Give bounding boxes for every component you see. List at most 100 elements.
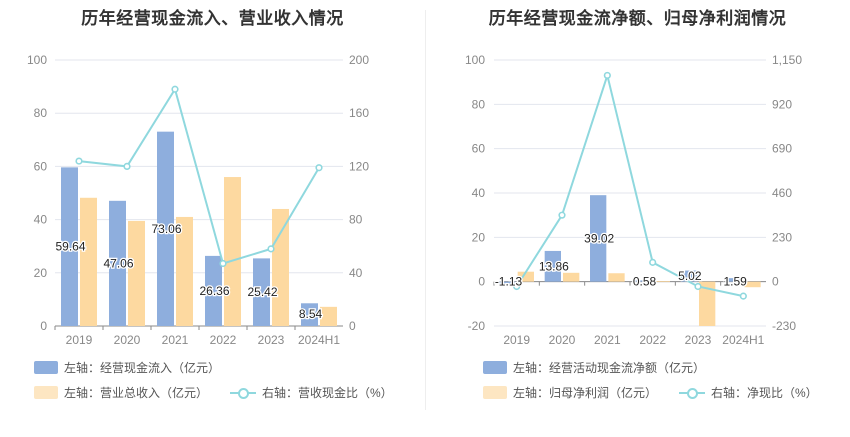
left-axis-tick-label: 80: [472, 97, 486, 111]
panel-divider: [425, 10, 426, 410]
legend-swatch-bar-orange: [483, 386, 507, 399]
legend-item-revenue[interactable]: 左轴：营业总收入（亿元）: [34, 384, 208, 401]
legend-item-net-cash[interactable]: 左轴：经营活动现金流净额（亿元）: [483, 359, 705, 376]
right-axis-tick-label: 120: [349, 159, 369, 173]
bar-2-series-1: [590, 195, 607, 282]
x-axis-tick-label: 2019: [66, 333, 93, 345]
data-label-3: 0.58: [633, 275, 657, 289]
ratio-point-0: [75, 157, 83, 165]
ratio-point-5: [315, 164, 323, 172]
bar-1-series-1: [544, 250, 561, 282]
bar-0-series-1: [61, 167, 78, 326]
legend-label: 左轴：经营活动现金流净额（亿元）: [513, 361, 706, 375]
x-axis-tick-label: 2024H1: [722, 333, 764, 345]
data-label-0: -1.13: [495, 275, 523, 289]
legend-item-cash-inflow[interactable]: 左轴：经营现金流入（亿元）: [34, 359, 220, 376]
legend-item-net-cash-ratio[interactable]: 右轴：净现比（%）: [679, 384, 818, 401]
left-axis-tick-label: 40: [34, 213, 48, 227]
legend-row-2: 左轴：营业总收入（亿元） 右轴：营收现金比（%）: [34, 384, 415, 401]
right-axis-tick-label: 1,150: [772, 53, 802, 67]
bar-2-series-2: [176, 216, 193, 326]
legend-swatch-bar-blue: [34, 361, 58, 374]
right-axis-tick-label: 230: [772, 230, 792, 244]
data-label-4: 5.02: [678, 269, 702, 283]
chart-panel-cash-inflow: 历年经营现金流入、营业收入情况 0 0 20 40 40 80 60 120 80 160 100 2…: [27, 9, 415, 401]
bar-3-series-1: [205, 255, 222, 326]
ratio-point-0: [513, 282, 521, 291]
ratio-line: [515, 71, 744, 298]
ratio-point-4: [267, 245, 275, 253]
legend-swatch-bar-orange: [34, 386, 58, 399]
bar-1-series-1: [109, 200, 126, 326]
left-axis-tick-label: 100: [27, 53, 47, 67]
x-axis-tick-label: 2021: [162, 333, 189, 345]
left-axis-tick-label: 60: [472, 142, 486, 156]
data-label-4: 25.42: [247, 285, 277, 299]
bar-3-series-2: [653, 281, 670, 282]
legend-item-ratio[interactable]: 右轴：营收现金比（%）: [230, 384, 393, 401]
legend-swatch-bar-blue: [483, 361, 507, 374]
ratio-point-3: [219, 259, 227, 268]
bar-5-series-1: [726, 278, 743, 282]
left-axis-tick-label: 0: [478, 275, 485, 289]
bar-5-series-2: [744, 281, 761, 288]
chart-panel-net-cash: 历年经营现金流净额、归母净利润情况 -20 -230 0 0 20 230 40 460 60 6…: [425, 0, 850, 437]
bar-4-series-2: [699, 281, 716, 326]
legend-label: 右轴：净现比（%）: [711, 386, 818, 400]
x-axis-tick-label: 2022: [639, 333, 666, 345]
bar-3-series-2: [224, 177, 241, 326]
legend-item-net-profit[interactable]: 左轴：归母净利润（亿元）: [483, 384, 657, 401]
bar-2-series-1: [157, 131, 174, 326]
x-axis-tick-label: 2023: [685, 333, 712, 345]
chart-title: 历年经营现金流入、营业收入情况: [81, 9, 344, 28]
left-axis-tick-label: 20: [34, 266, 48, 280]
x-axis-tick-label: 2019: [503, 333, 530, 345]
x-axis-tick-label: 2024H1: [298, 333, 340, 345]
legend-label: 左轴：经营现金流入（亿元）: [64, 361, 221, 375]
bar-3-series-1: [635, 280, 652, 282]
legend-label: 左轴：归母净利润（亿元）: [513, 386, 658, 400]
left-axis-tick-label: 100: [465, 53, 485, 67]
bar-0-series-2: [517, 271, 534, 282]
legend-label: 左轴：营业总收入（亿元）: [64, 386, 209, 400]
bar-1-series-2: [128, 220, 145, 326]
left-axis-tick-label: 20: [472, 230, 486, 244]
left-axis-tick-label: -20: [468, 319, 486, 333]
right-axis-tick-label: 200: [349, 53, 369, 67]
left-axis-tick-label: 60: [34, 159, 48, 173]
data-label-0: 59.64: [55, 240, 85, 254]
bar-2-series-2: [608, 273, 625, 282]
data-label-2: 73.06: [151, 222, 181, 236]
right-axis-tick-label: 80: [349, 213, 363, 227]
ratio-point-4: [694, 282, 702, 291]
ratio-point-2: [603, 71, 611, 80]
bar-0-series-1: [499, 281, 516, 285]
bar-4-series-2: [272, 208, 289, 326]
x-axis-tick-label: 2021: [594, 333, 621, 345]
bar-4-series-1: [253, 258, 270, 326]
bar-5-series-1: [301, 303, 318, 326]
right-axis-tick-label: 160: [349, 106, 369, 120]
bar-5-series-2: [320, 306, 337, 326]
legend-swatch-line-icon: [679, 386, 706, 399]
ratio-point-2: [171, 85, 179, 93]
x-axis-tick-label: 2023: [258, 333, 285, 345]
legend-row-1: 左轴：经营现金流入（亿元）: [34, 359, 242, 376]
data-label-1: 47.06: [103, 256, 133, 270]
x-axis-tick-label: 2022: [210, 333, 237, 345]
ratio-point-5: [739, 292, 747, 300]
left-axis-tick-label: 80: [34, 106, 48, 120]
left-axis-tick-label: 40: [472, 186, 486, 200]
data-label-2: 39.02: [584, 231, 614, 245]
bar-1-series-2: [563, 272, 580, 282]
data-label-3: 26.36: [199, 284, 229, 298]
ratio-point-3: [649, 258, 657, 266]
right-axis-tick-label: 0: [349, 319, 356, 333]
right-axis-tick-label: 460: [772, 186, 792, 200]
legend-label: 右轴：营收现金比（%）: [262, 386, 393, 400]
legend-swatch-line-icon: [230, 386, 257, 399]
bar-0-series-2: [80, 197, 97, 326]
chart-cash-inflow-svg: 0 0 20 40 40 80 60 120 80 160 100 200 2019 2020 2021 20…: [27, 53, 369, 345]
right-axis-tick-label: 0: [772, 275, 779, 289]
ratio-point-1: [558, 211, 566, 219]
